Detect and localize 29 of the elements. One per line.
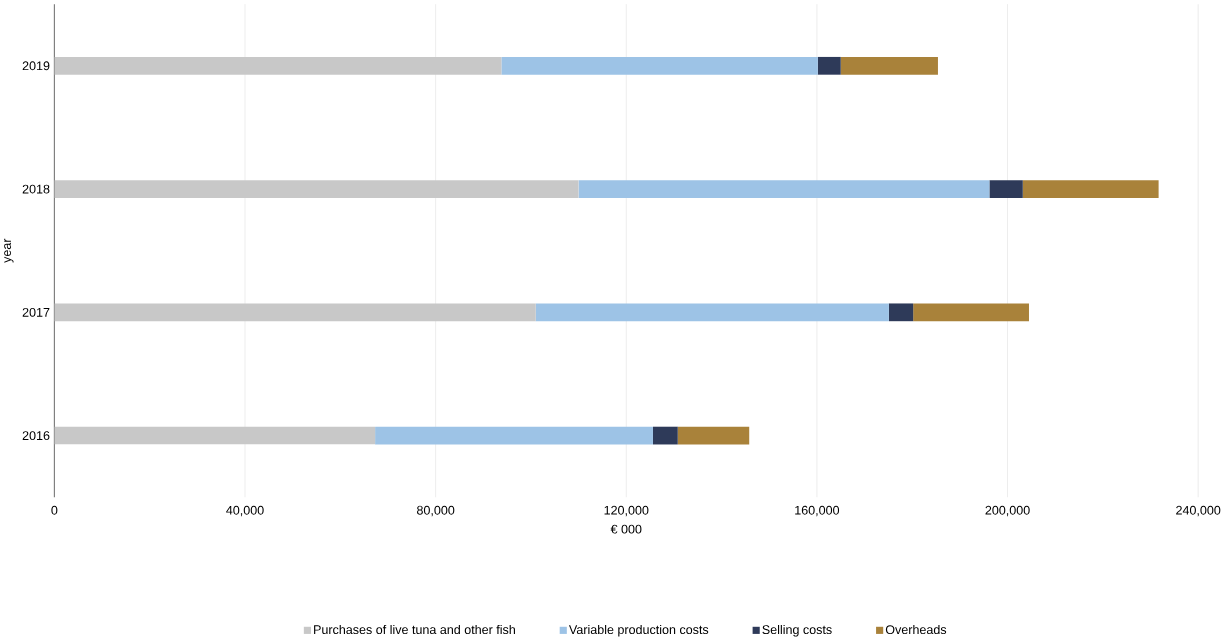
x-tick-label: 0 xyxy=(51,505,58,515)
bar xyxy=(375,426,653,445)
bar xyxy=(535,303,889,322)
x-axis-title: € 000 xyxy=(610,524,642,534)
legend-label: Variable production costs xyxy=(568,624,709,637)
bar xyxy=(913,303,1029,322)
legend-label: Selling costs xyxy=(762,624,832,637)
x-tick-label: 240,000 xyxy=(1176,505,1221,517)
bar xyxy=(501,56,818,75)
legend-label: Purchases of live tuna and other fish xyxy=(314,624,515,635)
y-tick-label: 2017 xyxy=(22,307,50,317)
x-tick-label: 120,000 xyxy=(604,505,649,517)
x-tick-label: 80,000 xyxy=(417,505,455,517)
y-tick-label: 2016 xyxy=(22,431,50,441)
y-tick-label: 2019 xyxy=(22,61,50,71)
bar xyxy=(989,180,1023,198)
bar xyxy=(817,56,841,75)
y-tick-label: 2018 xyxy=(22,184,50,194)
y-axis-title: year xyxy=(4,238,14,263)
bar xyxy=(1022,180,1159,198)
bar xyxy=(840,56,938,75)
bar xyxy=(652,426,678,445)
bar xyxy=(888,303,914,322)
x-tick-label: 40,000 xyxy=(226,505,264,517)
bar xyxy=(578,180,990,198)
legend-label: Overheads xyxy=(885,624,947,635)
x-tick-label: 200,000 xyxy=(985,505,1030,517)
bar xyxy=(677,426,750,445)
x-tick-label: 160,000 xyxy=(795,505,840,517)
